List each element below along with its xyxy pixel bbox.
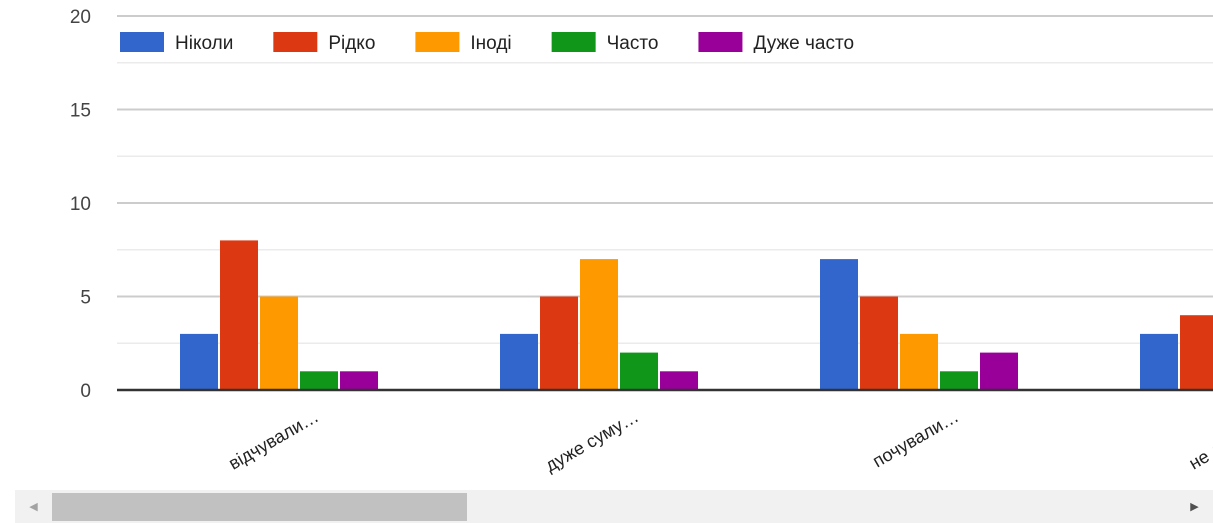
legend-swatch: [273, 32, 318, 52]
y-tick-label: 5: [80, 288, 91, 309]
scrollbar-thumb[interactable]: [52, 493, 467, 521]
bar[interactable]: [660, 371, 698, 390]
bar[interactable]: [260, 296, 298, 391]
bar[interactable]: [620, 352, 658, 390]
bar[interactable]: [900, 333, 938, 390]
bars: [180, 240, 1213, 390]
x-tick-label: почували…: [869, 406, 962, 471]
arrow-left-icon[interactable]: ◀: [29, 501, 38, 513]
horizontal-scrollbar[interactable]: ◀ ▶: [15, 490, 1213, 523]
x-axis-labels: відчували… дуже суму… почували… не лягали…: [225, 406, 1213, 475]
bar[interactable]: [220, 240, 258, 390]
y-tick-label: 0: [80, 381, 91, 402]
x-tick-label: дуже суму…: [542, 406, 642, 475]
bar[interactable]: [940, 371, 978, 390]
bar[interactable]: [980, 352, 1018, 390]
y-axis-ticks: 0 5 10 15 20: [70, 7, 91, 402]
legend: Ніколи Рідко Іноді Часто Дуже часто: [120, 32, 854, 54]
bar[interactable]: [820, 259, 858, 390]
x-tick-label: відчували…: [225, 406, 322, 474]
gridlines: [117, 15, 1213, 344]
bar[interactable]: [500, 333, 538, 390]
bar[interactable]: [580, 259, 618, 390]
bar[interactable]: [1180, 315, 1213, 390]
legend-swatch: [698, 32, 743, 52]
legend-swatch: [551, 32, 596, 52]
bar[interactable]: [1140, 333, 1178, 390]
x-tick-label: не лягали…: [1185, 406, 1213, 473]
legend-label: Ніколи: [175, 33, 233, 54]
legend-label: Іноді: [470, 33, 511, 54]
bar[interactable]: [300, 371, 338, 390]
legend-label: Часто: [607, 33, 659, 54]
y-tick-label: 10: [70, 194, 91, 215]
arrow-right-icon[interactable]: ▶: [1190, 501, 1199, 513]
y-tick-label: 20: [70, 7, 91, 28]
legend-label: Дуже часто: [753, 33, 854, 54]
y-tick-label: 15: [70, 101, 91, 122]
bar[interactable]: [340, 371, 378, 390]
legend-swatch: [415, 32, 460, 52]
bar[interactable]: [180, 333, 218, 390]
bar[interactable]: [860, 296, 898, 391]
legend-label: Рідко: [328, 33, 375, 54]
legend-swatch: [120, 32, 164, 52]
bar[interactable]: [540, 296, 578, 391]
